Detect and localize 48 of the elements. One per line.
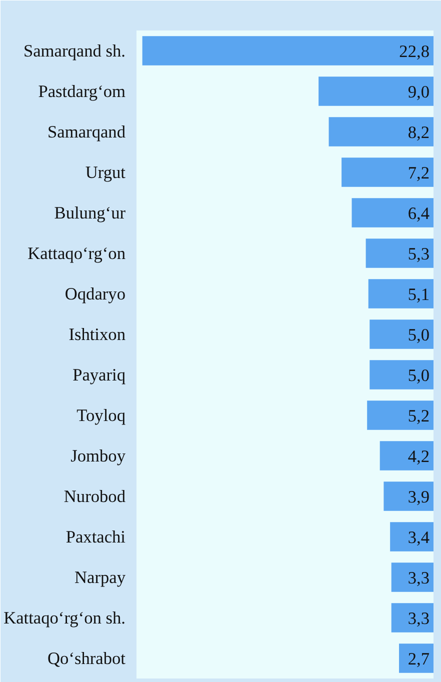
bar xyxy=(391,562,434,592)
y-tick-label: Kattaqo‘rg‘on sh. xyxy=(4,608,126,628)
bar xyxy=(368,279,434,308)
y-tick-label: Samarqand sh. xyxy=(23,41,126,60)
data-label: 5,3 xyxy=(408,244,430,264)
bar xyxy=(370,320,434,349)
y-tick-label: Nurobod xyxy=(64,486,126,506)
data-label: 6,4 xyxy=(408,204,430,223)
y-tick-label: Narpay xyxy=(74,568,126,587)
data-label: 5,0 xyxy=(408,366,430,385)
data-label: 3,4 xyxy=(408,528,430,547)
data-label: 5,1 xyxy=(408,284,430,304)
data-label: 5,0 xyxy=(408,325,430,344)
bar xyxy=(367,400,434,430)
data-label: 3,3 xyxy=(408,608,430,628)
bar xyxy=(318,76,434,106)
y-tick-label: Qo‘shrabot xyxy=(48,648,126,668)
bar xyxy=(390,522,434,552)
bar xyxy=(391,603,434,632)
bar xyxy=(384,482,434,511)
y-tick-label: Paxtachi xyxy=(66,527,126,546)
y-tick-label: Toyloq xyxy=(76,406,126,425)
bar xyxy=(399,644,434,673)
bar xyxy=(366,238,434,268)
bar xyxy=(370,360,434,390)
y-tick-label: Payariq xyxy=(72,365,126,384)
data-label: 2,7 xyxy=(408,649,430,668)
y-tick-label: Jomboy xyxy=(70,446,126,466)
y-tick-label: Urgut xyxy=(85,162,126,182)
data-label: 22,8 xyxy=(399,42,430,61)
y-tick-label: Bulung‘ur xyxy=(54,203,126,222)
y-tick-label: Ishtixon xyxy=(68,324,126,344)
data-label: 8,2 xyxy=(408,122,430,142)
y-tick-label: Oqdaryo xyxy=(64,284,126,304)
data-label: 9,0 xyxy=(408,82,430,102)
data-label: 3,9 xyxy=(408,487,430,506)
data-label: 4,2 xyxy=(408,446,430,466)
bar xyxy=(380,441,434,470)
data-label: 3,3 xyxy=(408,568,430,588)
y-tick-label: Kattaqo‘rg‘on xyxy=(28,244,126,263)
data-label: 5,2 xyxy=(408,406,430,426)
y-tick-label: Pastdarg‘om xyxy=(38,82,126,101)
bar xyxy=(142,36,434,66)
bar xyxy=(352,198,434,228)
data-label: 7,2 xyxy=(408,163,430,182)
y-tick-label: Samarqand xyxy=(48,122,126,142)
bar xyxy=(328,117,434,146)
bar xyxy=(342,158,434,187)
